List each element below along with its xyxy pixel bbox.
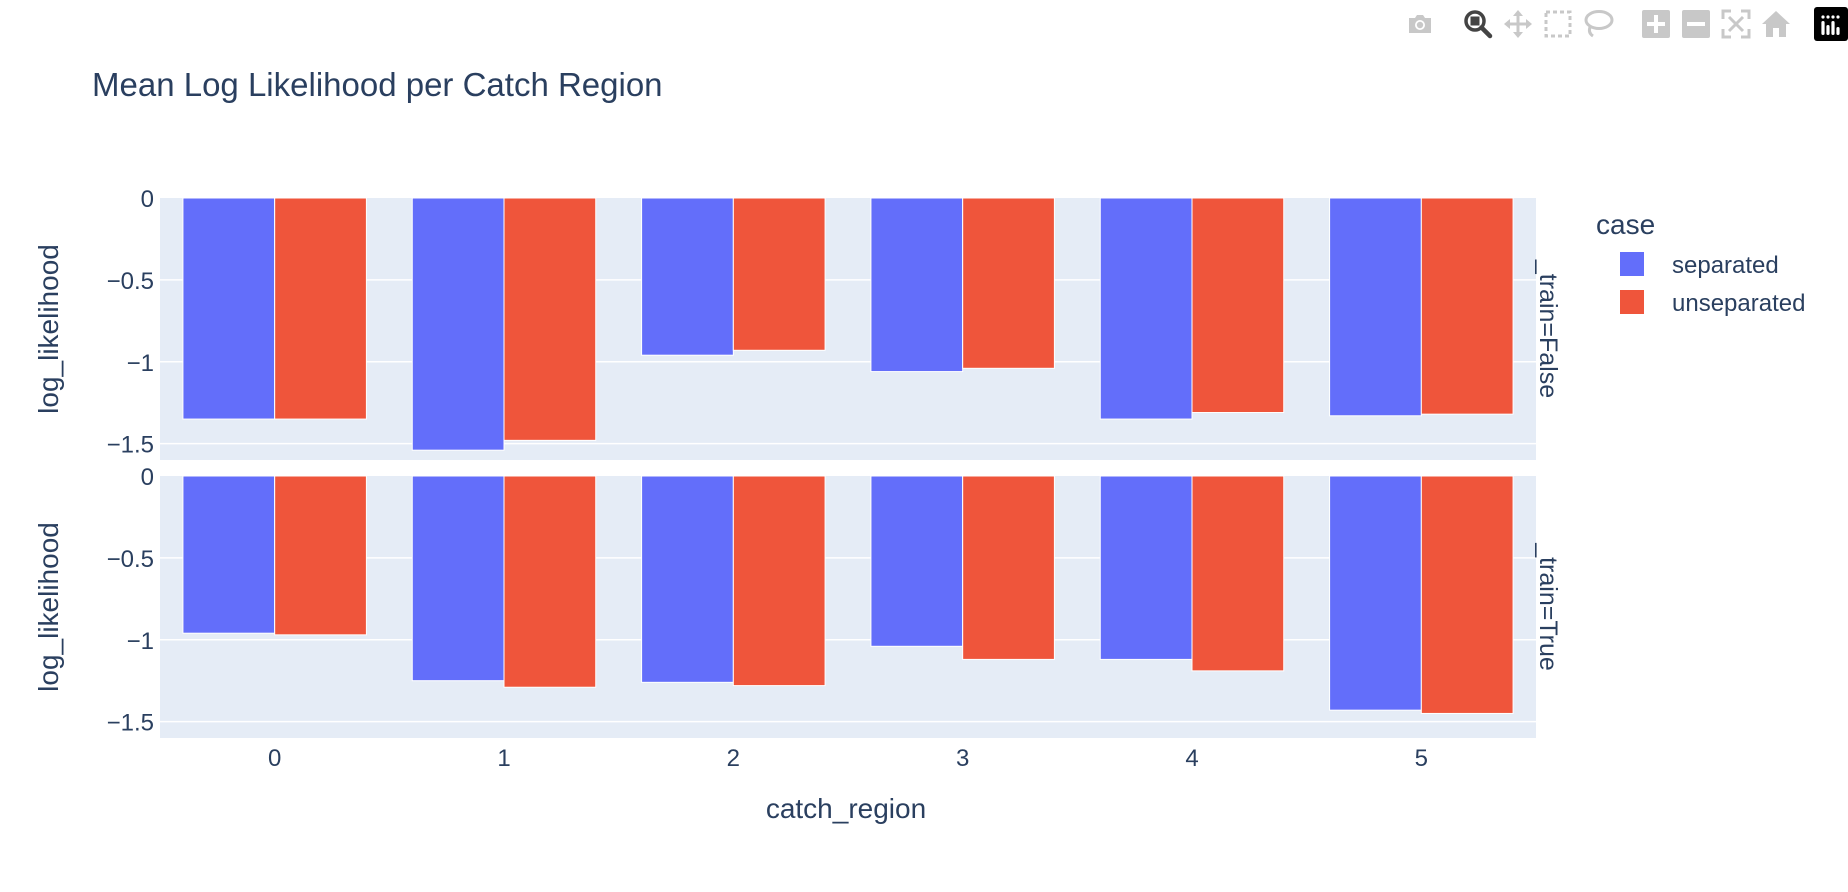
bar-unseparated[interactable] xyxy=(274,475,367,636)
box-select-button[interactable] xyxy=(1538,4,1578,44)
y-tick-label: 0 xyxy=(141,186,154,213)
bar-unseparated[interactable] xyxy=(1420,475,1514,714)
bar-separated[interactable] xyxy=(1099,475,1193,660)
pan-button[interactable] xyxy=(1498,4,1538,44)
bar-separated[interactable] xyxy=(641,197,734,356)
plotly-logo-icon xyxy=(1821,15,1840,35)
box-select-icon xyxy=(1544,10,1572,38)
home-icon xyxy=(1762,11,1790,37)
x-axis-title: catch_region xyxy=(766,793,926,824)
legend-swatch xyxy=(1620,290,1644,314)
y-tick-label: −1.5 xyxy=(107,710,154,737)
modebar-group-logo xyxy=(1814,7,1848,41)
bar-unseparated[interactable] xyxy=(962,197,1055,369)
bar-separated[interactable] xyxy=(411,197,505,451)
facet-panels: 0 −0.5 −1 −1.5 log_likelihood _train=False 0 −0… xyxy=(33,186,1562,738)
bar-unseparated[interactable] xyxy=(1191,197,1285,414)
legend: separated unseparated xyxy=(1620,252,1805,317)
bar-separated[interactable] xyxy=(870,475,964,647)
x-tick-label: 0 xyxy=(268,745,281,772)
bar-unseparated[interactable] xyxy=(732,475,826,687)
zoom-out-icon xyxy=(1682,10,1710,38)
bar-unseparated[interactable] xyxy=(1191,475,1285,672)
zoom-button[interactable] xyxy=(1458,4,1498,44)
lasso-icon xyxy=(1584,10,1614,38)
y-tick-label: −1 xyxy=(127,628,154,655)
x-tick-label: 4 xyxy=(1185,745,1198,772)
download-plot-button[interactable] xyxy=(1400,4,1440,44)
legend-item-unseparated[interactable]: unseparated xyxy=(1620,290,1805,317)
bar-separated[interactable] xyxy=(1329,475,1422,711)
y-tick-label: −1.5 xyxy=(107,432,154,459)
facet-panel: 0 −0.5 −1 −1.5 log_likelihood _train=False xyxy=(33,186,1562,460)
camera-icon xyxy=(1409,15,1431,33)
bar-separated[interactable] xyxy=(1099,197,1193,420)
bar-unseparated[interactable] xyxy=(1420,197,1514,415)
facet-panel: 0 −0.5 −1 −1.5 log_likelihood _train=True xyxy=(33,464,1562,738)
facet-label: _train=True xyxy=(1534,542,1562,671)
modebar xyxy=(1382,4,1848,44)
autoscale-icon xyxy=(1721,9,1751,39)
y-axis-title: log_likelihood xyxy=(33,522,64,692)
plot-background xyxy=(160,198,1536,460)
bar-separated[interactable] xyxy=(641,475,734,683)
bar-unseparated[interactable] xyxy=(503,475,597,688)
x-axis: 0 1 2 3 4 5 xyxy=(268,745,1428,772)
modebar-group-drag xyxy=(1458,4,1618,44)
bar-separated[interactable] xyxy=(870,197,964,373)
modebar-group-zoom xyxy=(1636,4,1796,44)
y-axis-title: log_likelihood xyxy=(33,244,64,414)
chart-title: Mean Log Likelihood per Catch Region xyxy=(92,66,663,103)
y-tick-label: −1 xyxy=(127,350,154,377)
facet-label: _train=False xyxy=(1534,259,1562,398)
y-tick-label: −0.5 xyxy=(107,546,154,573)
lasso-select-button[interactable] xyxy=(1578,4,1618,44)
legend-swatch xyxy=(1620,252,1644,276)
zoom-out-button[interactable] xyxy=(1676,4,1716,44)
bar-unseparated[interactable] xyxy=(274,197,367,420)
reset-axes-button[interactable] xyxy=(1756,4,1796,44)
legend-title: case xyxy=(1596,209,1655,240)
legend-label: unseparated xyxy=(1672,290,1805,317)
bar-separated[interactable] xyxy=(182,197,276,420)
x-tick-label: 5 xyxy=(1415,745,1428,772)
zoom-icon xyxy=(1464,10,1493,39)
x-tick-label: 1 xyxy=(497,745,510,772)
bar-separated[interactable] xyxy=(1329,197,1422,417)
x-tick-label: 3 xyxy=(956,745,969,772)
bar-separated[interactable] xyxy=(411,475,505,682)
plotly-logo-link[interactable] xyxy=(1814,7,1848,41)
legend-item-separated[interactable]: separated xyxy=(1620,252,1779,279)
bar-unseparated[interactable] xyxy=(732,197,826,351)
pan-icon xyxy=(1504,10,1532,38)
legend-label: separated xyxy=(1672,252,1779,279)
bar-unseparated[interactable] xyxy=(962,475,1055,660)
bar-unseparated[interactable] xyxy=(503,197,597,441)
zoom-in-icon xyxy=(1642,10,1670,38)
y-tick-label: −0.5 xyxy=(107,268,154,295)
x-tick-label: 2 xyxy=(727,745,740,772)
modebar-group-export xyxy=(1400,4,1440,44)
plot-background xyxy=(160,476,1536,738)
bar-separated[interactable] xyxy=(182,475,276,634)
y-tick-label: 0 xyxy=(141,464,154,491)
autoscale-button[interactable] xyxy=(1716,4,1756,44)
zoom-in-button[interactable] xyxy=(1636,4,1676,44)
